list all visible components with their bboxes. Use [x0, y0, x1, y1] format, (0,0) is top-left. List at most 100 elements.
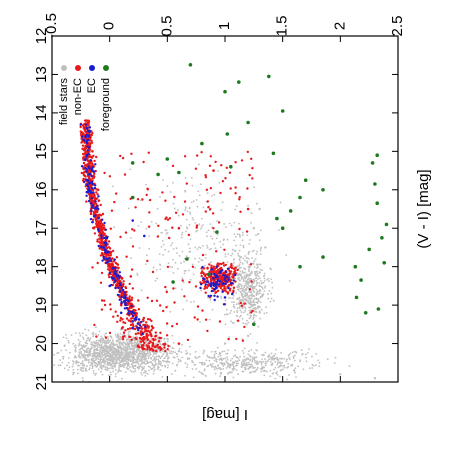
- field-star-point: [65, 337, 68, 340]
- field-star-point: [180, 351, 183, 353]
- non-ec-point: [204, 210, 207, 213]
- non-ec-point: [183, 200, 187, 203]
- field-star-point: [200, 225, 203, 228]
- field-star-point: [144, 263, 147, 265]
- field-star-point: [192, 273, 195, 276]
- non-ec-point: [103, 299, 106, 302]
- non-ec-point: [166, 265, 170, 269]
- non-ec-point: [142, 160, 145, 164]
- field-star-point: [158, 363, 160, 365]
- field-star-point: [246, 286, 248, 289]
- field-star-point: [198, 257, 201, 260]
- field-star-point: [220, 297, 223, 300]
- field-star-point: [248, 277, 250, 279]
- field-star-point: [240, 277, 243, 280]
- field-star-point: [226, 313, 229, 316]
- field-star-point: [201, 363, 203, 366]
- field-star-point: [144, 372, 147, 374]
- non-ec-point: [199, 281, 202, 284]
- field-star-point: [170, 350, 173, 353]
- field-star-point: [250, 212, 253, 215]
- field-star-point: [144, 375, 147, 377]
- field-star-point: [72, 373, 74, 376]
- field-star-point: [129, 355, 132, 358]
- non-ec-point: [122, 321, 125, 324]
- field-star-point: [240, 273, 242, 275]
- field-star-point: [144, 359, 147, 361]
- field-star-point: [285, 254, 288, 256]
- legend-label: non-EC: [72, 78, 84, 115]
- foreground-point: [246, 120, 250, 125]
- field-star-point: [115, 335, 118, 337]
- field-star-point: [228, 366, 231, 369]
- field-star-point: [171, 373, 173, 375]
- field-star-point: [235, 292, 238, 295]
- ec-point: [108, 256, 111, 260]
- field-star-point: [177, 208, 179, 211]
- field-star-point: [257, 325, 260, 328]
- field-star-point: [251, 303, 253, 306]
- field-star-point: [227, 372, 229, 375]
- field-star-point: [217, 367, 220, 369]
- field-star-point: [255, 234, 257, 237]
- non-ec-point: [124, 329, 127, 332]
- non-ec-point: [119, 319, 122, 322]
- field-star-point: [259, 277, 261, 280]
- field-star-point: [99, 350, 102, 352]
- non-ec-point: [246, 187, 249, 190]
- field-star-point: [220, 371, 223, 374]
- non-ec-point: [249, 263, 253, 266]
- field-star-point: [75, 346, 77, 349]
- non-ec-point: [215, 250, 218, 253]
- field-star-point: [257, 362, 259, 364]
- field-star-point: [242, 244, 245, 247]
- non-ec-point: [194, 285, 198, 288]
- non-ec-point: [116, 279, 119, 282]
- field-star-point: [203, 349, 205, 352]
- field-star-point: [159, 351, 162, 353]
- ec-point: [108, 284, 111, 288]
- non-ec-point: [239, 301, 242, 305]
- field-star-point: [239, 270, 242, 273]
- field-star-point: [216, 368, 219, 370]
- field-star-point: [262, 370, 265, 372]
- field-star-point: [252, 314, 255, 317]
- legend-marker: [61, 65, 67, 71]
- field-star-point: [165, 360, 167, 363]
- field-star-point: [264, 351, 267, 354]
- field-star-point: [270, 361, 272, 363]
- non-ec-point: [97, 234, 101, 237]
- field-star-point: [241, 317, 244, 320]
- non-ec-point: [221, 180, 225, 183]
- non-ec-point: [100, 271, 104, 275]
- non-ec-point: [84, 144, 87, 147]
- field-star-point: [114, 333, 117, 336]
- field-star-point: [189, 247, 191, 250]
- field-star-point: [236, 307, 239, 310]
- field-star-point: [202, 224, 204, 226]
- ec-point: [123, 294, 127, 297]
- field-star-point: [195, 368, 198, 370]
- field-star-point: [255, 356, 258, 359]
- field-star-point: [241, 299, 244, 302]
- field-star-point: [150, 337, 153, 340]
- non-ec-point: [196, 305, 200, 308]
- non-ec-point: [148, 211, 151, 214]
- field-star-point: [102, 349, 105, 351]
- field-star-point: [108, 367, 110, 370]
- field-star-point: [136, 274, 139, 277]
- field-star-point: [241, 263, 244, 265]
- non-ec-point: [139, 332, 142, 335]
- field-star-point: [214, 247, 217, 250]
- field-star-point: [74, 332, 77, 334]
- field-star-point: [247, 321, 250, 324]
- field-star-point: [260, 286, 263, 288]
- non-ec-point: [91, 266, 94, 269]
- field-star-point: [218, 351, 221, 354]
- field-star-point: [121, 377, 123, 380]
- non-ec-point: [145, 336, 148, 340]
- field-star-point: [279, 361, 281, 363]
- field-star-point: [108, 361, 111, 364]
- field-star-point: [254, 277, 257, 280]
- non-ec-point: [124, 231, 128, 234]
